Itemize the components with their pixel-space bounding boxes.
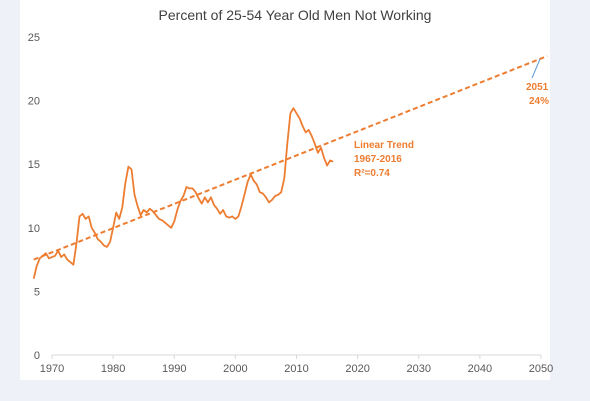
y-tick-label: 20 [28,96,40,108]
series-lines [32,55,548,279]
annotation-line: R²=0.74 [354,168,390,179]
chart-panel [20,0,550,380]
x-tick-label: 1990 [162,363,186,375]
x-tick-label: 2000 [223,363,247,375]
x-tick-label: 2030 [407,363,431,375]
y-tick-label: 10 [28,223,40,235]
annotation-line: 1967-2016 [354,154,402,165]
x-tick-label: 1980 [101,363,125,375]
annotation-line: 2051 [526,82,549,93]
x-tick-label: 1970 [40,363,64,375]
x-axis-ticks: 1970 1980 1990 2000 2010 2020 2030 2040 2050 [40,355,553,375]
y-tick-label: 0 [34,350,40,362]
data-line [32,107,334,279]
forecast-annotation: 2051 24% [526,58,549,107]
y-tick-label: 15 [28,159,40,171]
y-tick-label: 5 [34,286,40,298]
y-tick-label: 25 [28,32,40,44]
trend-line [33,55,548,261]
x-tick-label: 2020 [345,363,369,375]
trend-annotation: Linear Trend 1967-2016 R²=0.74 [354,140,414,179]
x-tick-label: 2010 [284,363,308,375]
x-tick-label: 2040 [468,363,492,375]
x-tick-label: 2050 [529,363,553,375]
annotation-line: Linear Trend [354,140,414,151]
forecast-arrow [531,58,541,79]
y-axis-ticks: 0 5 10 15 20 25 [28,32,40,362]
annotation-line: 24% [529,96,549,107]
chart-title: Percent of 25-54 Year Old Men Not Workin… [159,7,432,23]
